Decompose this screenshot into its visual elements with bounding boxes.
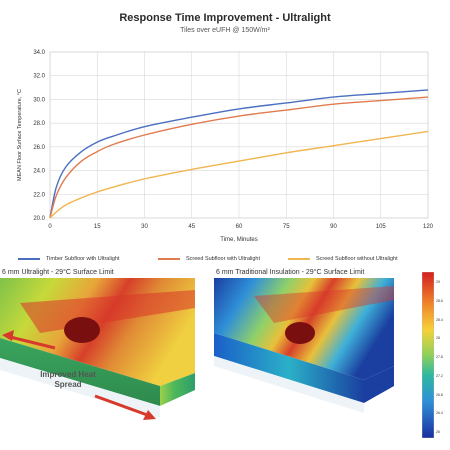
x-tick-label: 30 <box>141 224 148 230</box>
colorbar-tick-label: 28 <box>436 336 440 341</box>
legend-label: Timber Subfloor with Ultralight <box>46 256 120 262</box>
colorbar-tick-label: 28.6 <box>436 298 443 303</box>
chart-subtitle: Tiles over eUFH @ 150W/m² <box>180 27 270 34</box>
x-tick-label: 45 <box>188 224 195 230</box>
x-axis-label: Time, Minutes <box>220 237 257 243</box>
left-panel-label: 6 mm Ultralight - 29°C Surface Limit <box>2 269 114 276</box>
line-chart: 20.0 22.0 24.0 26.0 28.0 30.0 32.0 34.0 0 15 30 45 6… <box>17 50 434 243</box>
series-line-3 <box>49 130 429 219</box>
y-tick-label: 28.0 <box>33 121 45 127</box>
slab-front <box>0 338 160 406</box>
temperature-colorbar <box>422 272 434 438</box>
chart-series <box>49 89 429 219</box>
chart-grid <box>49 51 429 219</box>
hot-band <box>20 290 195 333</box>
x-tick-label: 120 <box>423 224 434 230</box>
series-line-2 <box>49 96 429 219</box>
slab-front <box>214 333 364 403</box>
hot-band <box>254 286 394 323</box>
legend-swatch <box>158 258 180 260</box>
legend-label: Screed Subfloor with Ultralight <box>186 256 260 262</box>
y-tick-label: 32.0 <box>33 74 45 80</box>
x-tick-label: 90 <box>330 224 337 230</box>
colorbar-tick-label: 29 <box>436 280 440 284</box>
arrow-right-head <box>143 410 156 420</box>
hot-spot <box>64 317 100 343</box>
legend-item-screed-ultralight: Screed Subfloor with Ultralight <box>158 256 260 262</box>
x-tick-label: 15 <box>94 224 101 230</box>
y-tick-label: 26.0 <box>33 145 45 151</box>
x-tick-label: 60 <box>236 224 243 230</box>
hot-spot <box>285 322 315 344</box>
series-line-1 <box>49 89 429 219</box>
colorbar-tick-label: 28.4 <box>436 317 443 322</box>
y-tick-label: 20.0 <box>33 216 45 222</box>
legend-item-screed-no-ultralight: Screed Subfloor without Ultralight <box>288 256 398 262</box>
legend-swatch <box>288 258 310 260</box>
y-tick-label: 34.0 <box>33 50 45 56</box>
y-tick-label: 22.0 <box>33 192 45 198</box>
arrow-left-head <box>2 330 14 341</box>
colorbar-tick-label: 26.4 <box>436 411 443 416</box>
left-thermal-image <box>0 278 200 443</box>
legend-swatch <box>18 258 40 260</box>
arrow-right-line <box>94 394 151 418</box>
x-tick-label: 105 <box>376 224 387 230</box>
slab-side <box>364 366 394 403</box>
y-tick-label: 30.0 <box>33 97 45 103</box>
chart-axes: 20.0 22.0 24.0 26.0 28.0 30.0 32.0 34.0 0 15 30 45 6… <box>33 50 433 230</box>
arrow-left-line <box>5 334 56 350</box>
y-tick-label: 24.0 <box>33 169 45 175</box>
y-axis-label: MEAN Floor Surface Temperature, °C <box>17 89 23 181</box>
legend-label: Screed Subfloor without Ultralight <box>316 256 398 262</box>
right-thermal-image <box>214 278 410 443</box>
colorbar-tick-label: 26.8 <box>436 392 443 397</box>
legend-item-timber: Timber Subfloor with Ultralight <box>18 256 119 262</box>
improved-heat-spread-annotation: Improved Heat Spread <box>40 370 96 389</box>
colorbar-tick-label: 27.2 <box>436 373 443 378</box>
colorbar-tick-label: 27.8 <box>436 355 443 359</box>
right-panel-label: 6 mm Traditional Insulation - 29°C Surfa… <box>216 269 365 276</box>
slab-side <box>160 373 195 406</box>
x-tick-label: 75 <box>283 224 290 230</box>
chart-title: Response Time Improvement - Ultralight <box>119 12 331 24</box>
colorbar-tick-label: 26 <box>436 430 440 434</box>
x-tick-label: 0 <box>48 224 52 230</box>
